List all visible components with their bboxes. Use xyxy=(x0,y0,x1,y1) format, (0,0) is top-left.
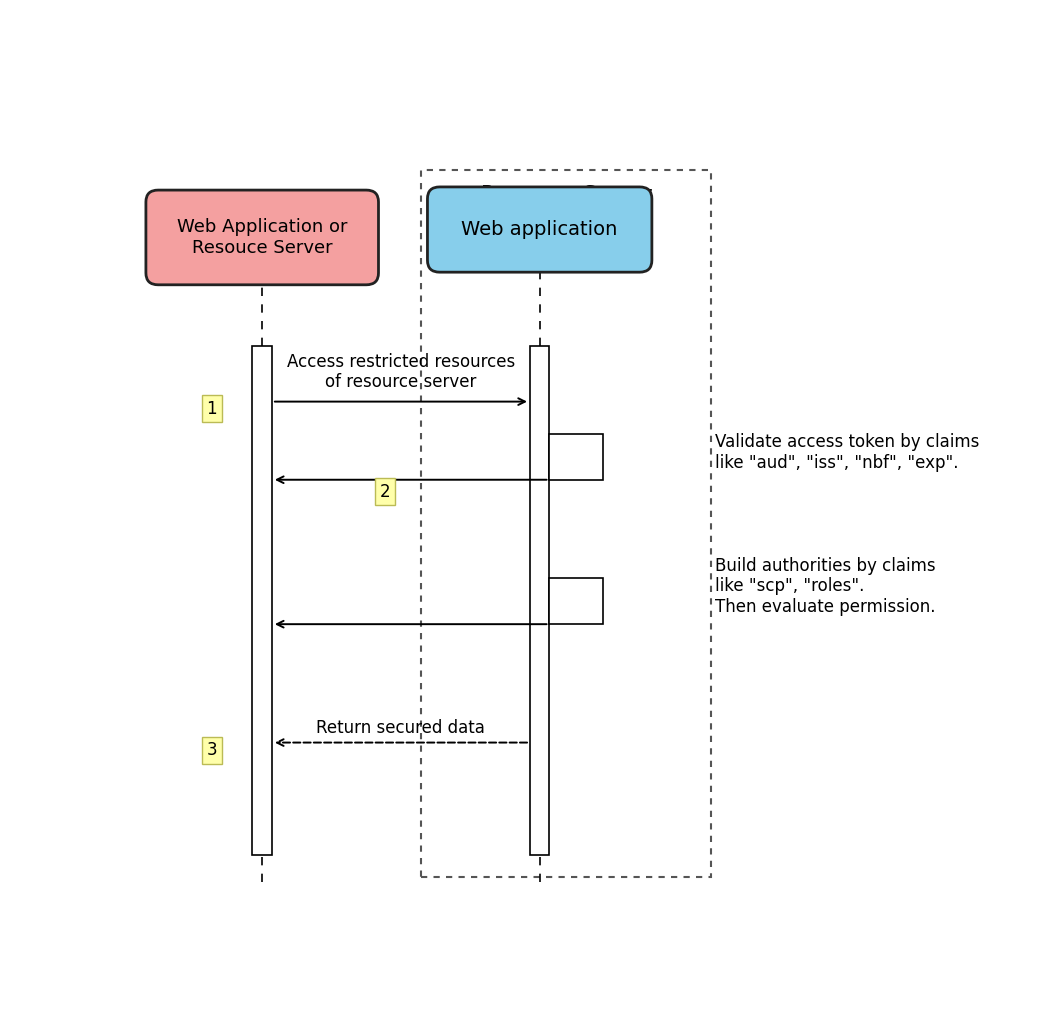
Text: 3: 3 xyxy=(206,741,217,760)
FancyBboxPatch shape xyxy=(428,187,652,273)
Bar xyxy=(421,170,711,876)
Text: Validate access token by claims
like "aud", "iss", "nbf", "exp".: Validate access token by claims like "au… xyxy=(715,433,979,472)
Bar xyxy=(530,345,550,856)
Text: 1: 1 xyxy=(206,400,217,418)
Text: Return secured data: Return secured data xyxy=(317,719,485,737)
Bar xyxy=(253,345,272,856)
Text: Web application: Web application xyxy=(461,220,618,239)
Text: Resource Server: Resource Server xyxy=(481,184,652,205)
Text: Build authorities by claims
like "scp", "roles".
Then evaluate permission.: Build authorities by claims like "scp", … xyxy=(715,557,936,616)
Text: Access restricted resources
of resource server: Access restricted resources of resource … xyxy=(286,353,515,392)
Bar xyxy=(550,434,602,480)
Text: 2: 2 xyxy=(379,483,390,500)
Text: Web Application or
Resouce Server: Web Application or Resouce Server xyxy=(177,218,347,257)
FancyBboxPatch shape xyxy=(146,190,378,285)
Bar xyxy=(550,578,602,624)
